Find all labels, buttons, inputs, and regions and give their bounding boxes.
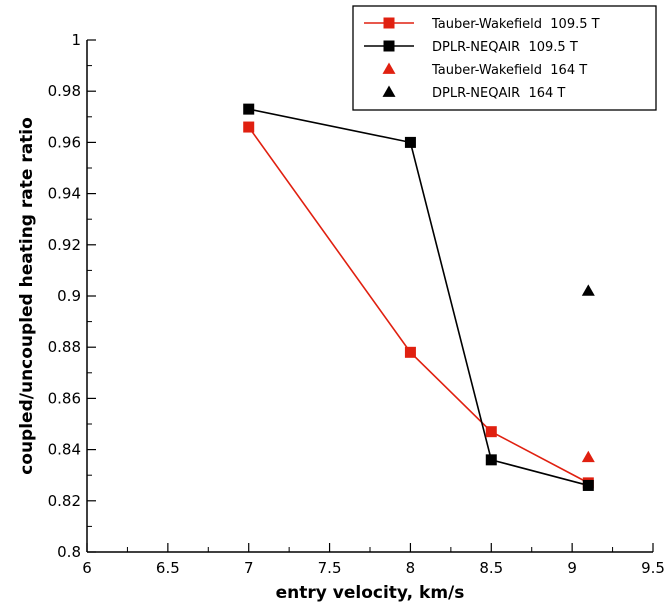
y-tick-label-0: 0.8 [57,543,81,561]
y-tick-label-7: 0.94 [48,185,81,203]
x-tick-label-6: 9 [567,559,577,577]
legend-marker-2 [382,62,396,74]
series-3-point-0 [581,284,595,296]
series-1-point-2 [485,454,497,466]
legend-marker-3 [382,85,396,97]
y-tick-label-5: 0.9 [57,287,81,305]
x-tick-label-1: 6.5 [156,559,180,577]
series-0-point-0 [243,121,255,133]
series-0-point-1 [404,346,416,358]
y-tick-label-9: 0.98 [48,82,81,100]
y-tick-label-6: 0.92 [48,236,81,254]
legend-label-0: Tauber-Wakefield 109.5 T [431,17,600,32]
legend-label-3: DPLR-NEQAIR 164 T [432,86,565,101]
legend: Tauber-Wakefield 109.5 T DPLR-NEQAIR 109.… [352,5,657,111]
y-tick-label-4: 0.88 [48,338,81,356]
legend-marker-1 [383,40,395,52]
y-tick-label-3: 0.86 [48,389,81,407]
legend-marker-0 [383,17,395,29]
series-0-point-2 [485,426,497,438]
x-tick-label-3: 7.5 [318,559,342,577]
x-tick-label-5: 8.5 [479,559,503,577]
x-tick-label-7: 9.5 [641,559,665,577]
y-tick-label-8: 0.96 [48,133,81,151]
y-tick-label-1: 0.82 [48,492,81,510]
legend-label-1: DPLR-NEQAIR 109.5 T [432,40,578,55]
y-tick-label-10: 1 [71,31,81,49]
series-line-1 [248,108,589,487]
x-tick-label-2: 7 [244,559,254,577]
series-1-point-0 [243,103,255,115]
series-line-0 [248,126,589,484]
series-1-point-1 [404,136,416,148]
y-axis-title: coupled/uncoupled heating rate ratio [17,117,37,475]
legend-label-2: Tauber-Wakefield 164 T [431,63,587,78]
x-axis-title: entry velocity, km/s [276,583,465,603]
series-1-point-3 [582,479,594,491]
plot-area: 6 6.5 7 7.5 8 8.5 9 9.5 0.8 0.82 0.84 0.86 0.88 0.9 0.… [48,31,665,577]
x-tick-label-0: 6 [82,559,92,577]
series-2-point-0 [581,450,595,463]
x-tick-label-4: 8 [406,559,416,577]
y-tick-label-2: 0.84 [48,441,81,459]
